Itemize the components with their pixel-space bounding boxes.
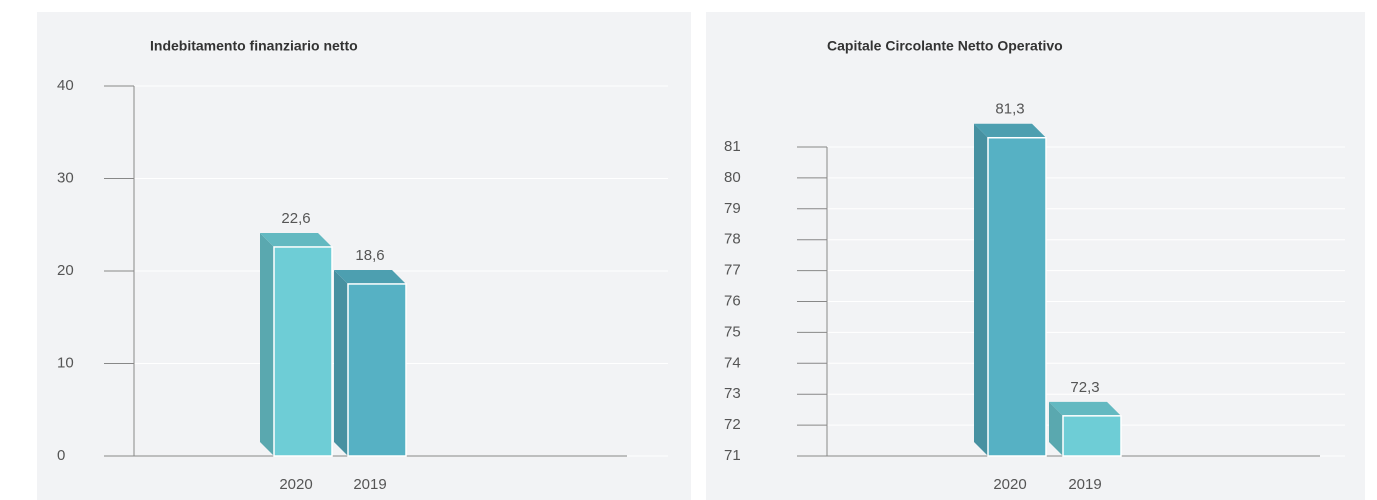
y-tick-label: 0 — [57, 447, 65, 464]
bar-top — [260, 232, 332, 247]
bar-side — [260, 232, 274, 456]
y-tick-label: 80 — [724, 169, 741, 186]
value-label: 22,6 — [281, 210, 310, 227]
y-tick-label: 75 — [724, 323, 741, 340]
bar-side — [974, 123, 988, 456]
value-label: 81,3 — [995, 101, 1024, 118]
bar-side — [334, 269, 348, 456]
bar-top — [974, 123, 1046, 138]
y-tick-label: 76 — [724, 292, 741, 309]
value-label: 72,3 — [1070, 379, 1099, 396]
value-label: 18,6 — [355, 247, 384, 264]
chart-title: Indebitamento finanziario netto — [150, 38, 358, 54]
bar — [273, 246, 333, 457]
y-tick-label: 20 — [57, 262, 74, 279]
y-tick-label: 79 — [724, 200, 741, 217]
bar-side — [1049, 401, 1063, 456]
y-tick-label: 71 — [724, 447, 741, 464]
bar — [987, 136, 1047, 457]
y-tick-label: 73 — [724, 385, 741, 402]
y-tick-label: 10 — [57, 354, 74, 371]
y-tick-label: 40 — [57, 77, 74, 94]
x-tick-label: 2020 — [279, 476, 312, 493]
bar — [1062, 415, 1122, 457]
bar — [347, 283, 407, 457]
y-tick-label: 72 — [724, 416, 741, 433]
y-tick-label: 77 — [724, 262, 741, 279]
x-tick-label: 2019 — [353, 476, 386, 493]
x-tick-label: 2019 — [1068, 476, 1101, 493]
y-tick-label: 74 — [724, 354, 741, 371]
x-tick-label: 2020 — [993, 476, 1026, 493]
y-tick-label: 81 — [724, 138, 741, 155]
chart-title: Capitale Circolante Netto Operativo — [827, 38, 1063, 54]
y-tick-label: 30 — [57, 169, 74, 186]
bar-top — [1049, 401, 1121, 416]
y-tick-label: 78 — [724, 231, 741, 248]
bar-top — [334, 269, 406, 284]
